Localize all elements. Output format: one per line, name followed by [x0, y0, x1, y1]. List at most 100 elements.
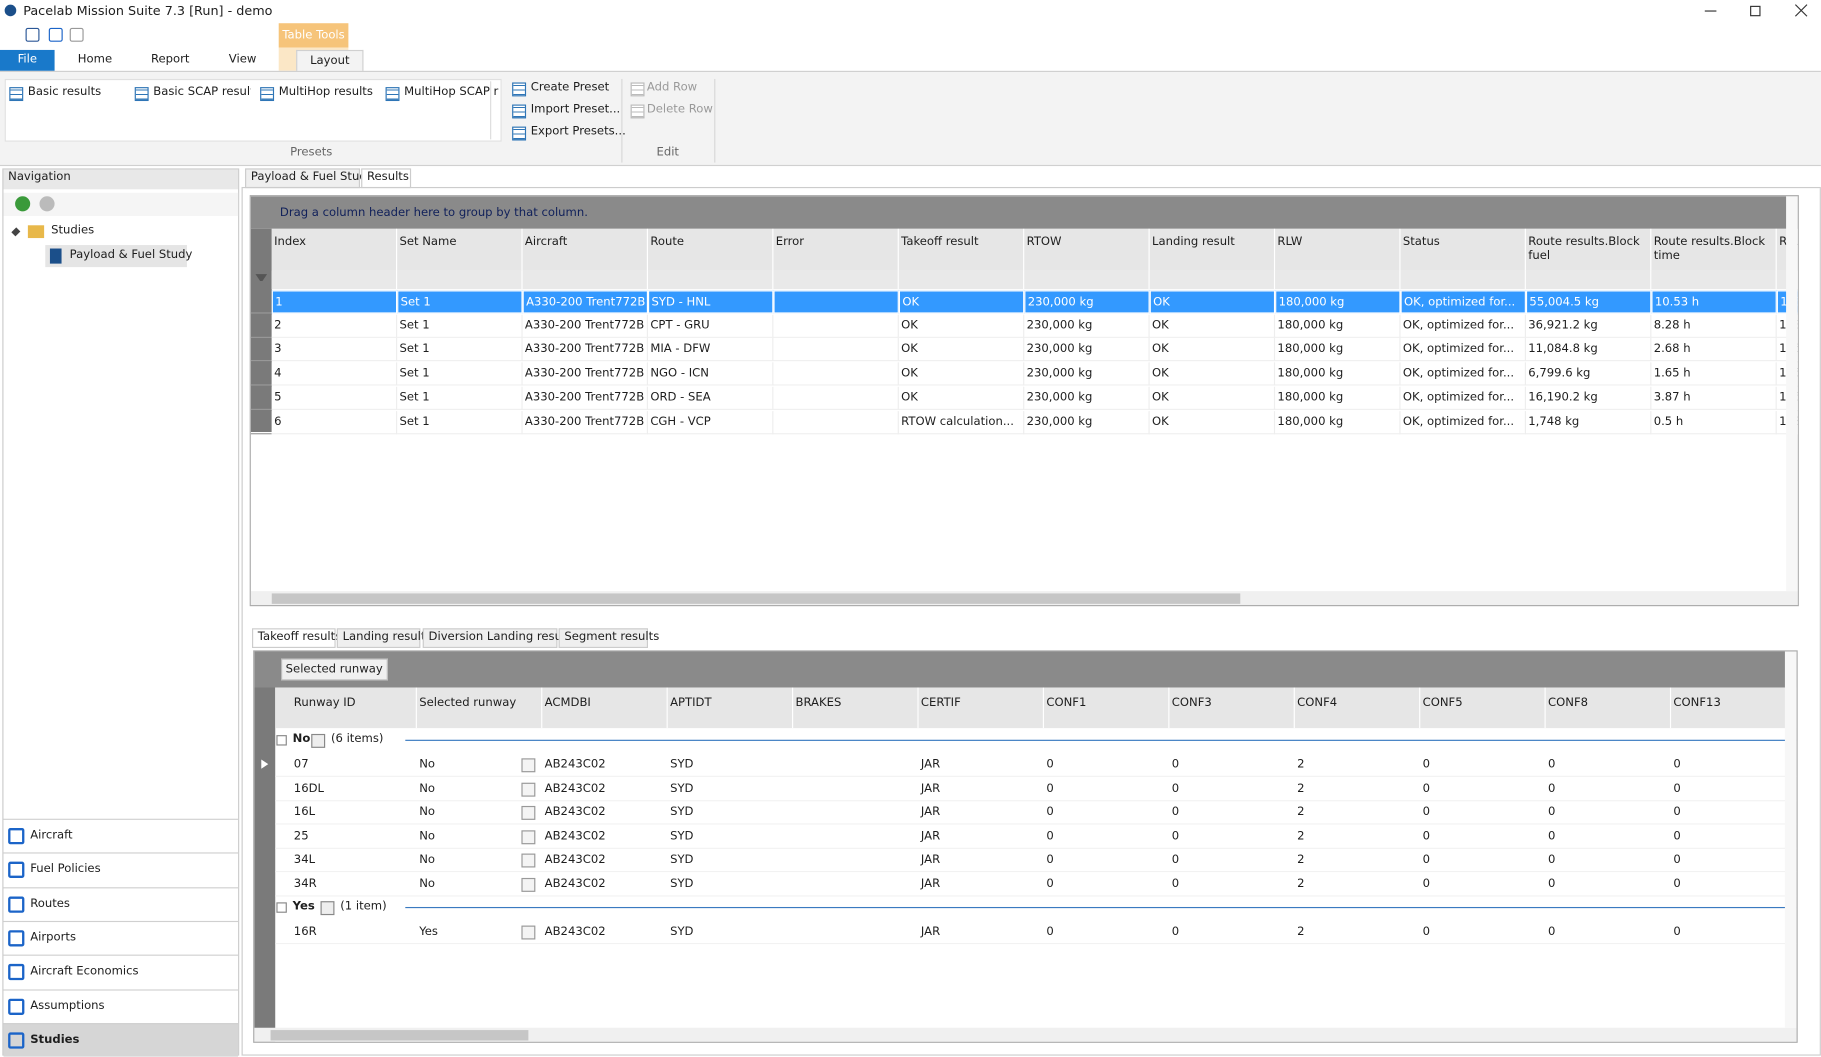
filter-icon[interactable]: [255, 274, 267, 283]
cell-dropdown[interactable]: [521, 878, 535, 892]
nav-section[interactable]: Airports: [3, 921, 238, 955]
column-header[interactable]: Index: [272, 229, 397, 271]
column-header[interactable]: Set Name: [397, 229, 522, 271]
column-header[interactable]: Route results.Block time: [1651, 229, 1776, 271]
preset-action[interactable]: Import Preset...: [531, 103, 621, 119]
column-header[interactable]: BRAKES: [793, 687, 918, 728]
document-tab[interactable]: Results: [361, 168, 411, 188]
nav-section[interactable]: Aircraft Economics: [3, 955, 238, 989]
preset-action[interactable]: Create Preset: [531, 81, 609, 97]
tree-item[interactable]: Payload & Fuel Study: [70, 249, 193, 265]
detail-tab[interactable]: Takeoff results: [252, 628, 336, 648]
vertical-scrollbar[interactable]: [1786, 196, 1799, 591]
preset-item[interactable]: MultiHop results: [279, 86, 377, 102]
filter-cell[interactable]: [648, 271, 773, 290]
group-expander[interactable]: [276, 735, 286, 745]
scroll-thumb[interactable]: [271, 1030, 529, 1040]
detail-tab[interactable]: Segment results: [559, 628, 648, 648]
filter-cell[interactable]: [1651, 271, 1776, 290]
filter-cell[interactable]: [1024, 271, 1149, 290]
result-row[interactable]: 2Set 1A330-200 Trent772BCPT - GRUOK230,0…: [272, 314, 1799, 337]
gallery-scroll[interactable]: [490, 81, 502, 139]
filter-cell[interactable]: [1150, 271, 1275, 290]
runway-row[interactable]: 16DLNoAB243C02SYDJAR002000: [275, 778, 1797, 801]
vertical-scrollbar[interactable]: [1785, 651, 1798, 1027]
ribbon-tab[interactable]: View: [229, 50, 257, 72]
filter-cell[interactable]: [773, 271, 898, 290]
runway-row[interactable]: 34LNoAB243C02SYDJAR002000: [275, 849, 1797, 872]
ribbon-tab[interactable]: Report: [151, 50, 190, 72]
tree-expander[interactable]: [11, 227, 21, 237]
result-row[interactable]: 3Set 1A330-200 Trent772BMIA - DFWOK230,0…: [272, 338, 1799, 361]
cell-dropdown[interactable]: [521, 830, 535, 844]
result-row[interactable]: 4Set 1A330-200 Trent772BNGO - ICNOK230,0…: [272, 362, 1799, 385]
column-header[interactable]: Status: [1401, 229, 1526, 271]
column-header[interactable]: Route results.Block fuel: [1526, 229, 1651, 271]
column-header[interactable]: ACMDBI: [542, 687, 667, 728]
filter-cell[interactable]: [523, 271, 648, 290]
nav-section[interactable]: Aircraft: [3, 819, 238, 853]
group-chip[interactable]: Selected runway: [281, 658, 388, 680]
preset-item[interactable]: Basic SCAP results: [153, 86, 251, 102]
edit-action[interactable]: Add Row: [647, 81, 697, 97]
scroll-thumb[interactable]: [272, 593, 1241, 603]
result-row[interactable]: 6Set 1A330-200 Trent772BCGH - VCPRTOW ca…: [272, 411, 1799, 434]
column-header[interactable]: Selected runway: [417, 687, 542, 728]
column-header[interactable]: Takeoff result: [899, 229, 1024, 271]
minimize-button[interactable]: [1705, 10, 1717, 11]
column-header[interactable]: CONF13: [1671, 687, 1796, 728]
filter-cell[interactable]: [397, 271, 522, 290]
forward-button[interactable]: [39, 196, 54, 211]
ribbon-tab[interactable]: Home: [78, 50, 112, 72]
runway-row[interactable]: 16LNoAB243C02SYDJAR002000: [275, 802, 1797, 825]
column-header[interactable]: APTIDT: [668, 687, 793, 728]
cell-dropdown[interactable]: [521, 758, 535, 772]
column-header[interactable]: CONF3: [1169, 687, 1294, 728]
runway-row[interactable]: 25NoAB243C02SYDJAR002000: [275, 825, 1797, 848]
filter-cell[interactable]: [1275, 271, 1400, 290]
column-header[interactable]: CONF1: [1044, 687, 1169, 728]
column-header[interactable]: Runway ID: [291, 687, 416, 728]
cell-dropdown[interactable]: [521, 782, 535, 796]
column-header[interactable]: Aircraft: [523, 229, 648, 271]
result-row[interactable]: 5Set 1A330-200 Trent772BORD - SEAOK230,0…: [272, 386, 1799, 409]
nav-section[interactable]: Fuel Policies: [3, 853, 238, 887]
detail-tab[interactable]: Landing results: [337, 628, 421, 648]
ribbon-tab[interactable]: File: [0, 50, 55, 72]
group-expander[interactable]: [276, 902, 286, 912]
close-button[interactable]: [1788, 0, 1814, 23]
group-dropdown[interactable]: [311, 734, 325, 748]
filter-cell[interactable]: [1526, 271, 1651, 290]
group-dropdown[interactable]: [321, 901, 335, 915]
column-header[interactable]: CONF4: [1295, 687, 1420, 728]
ribbon-tab[interactable]: Layout: [296, 50, 363, 72]
document-tab[interactable]: Payload & Fuel Study: [245, 168, 360, 188]
quick-access-button[interactable]: [49, 28, 63, 42]
column-header[interactable]: CERTIF: [919, 687, 1044, 728]
runway-row[interactable]: 07NoAB243C02SYDJAR002000: [275, 754, 1797, 777]
detail-tab[interactable]: Diversion Landing results: [423, 628, 558, 648]
preset-action[interactable]: Export Presets...: [531, 125, 626, 141]
quick-access-button[interactable]: [26, 28, 40, 42]
column-header[interactable]: Route: [648, 229, 773, 271]
column-header[interactable]: RTOW: [1024, 229, 1149, 271]
cell-dropdown[interactable]: [521, 806, 535, 820]
quick-access-button[interactable]: [70, 28, 84, 42]
runway-row[interactable]: 16RYesAB243C02SYDJAR002000: [275, 920, 1797, 943]
nav-section[interactable]: Studies: [3, 1023, 238, 1057]
runway-row[interactable]: 34RNoAB243C02SYDJAR002000: [275, 873, 1797, 896]
column-header[interactable]: Error: [773, 229, 898, 271]
filter-cell[interactable]: [272, 271, 397, 290]
column-header[interactable]: Landing result: [1150, 229, 1275, 271]
preset-item[interactable]: MultiHop SCAP r: [404, 86, 502, 102]
column-header[interactable]: CONF5: [1420, 687, 1545, 728]
edit-action[interactable]: Delete Row: [647, 103, 713, 119]
column-header[interactable]: CONF8: [1546, 687, 1671, 728]
filter-cell[interactable]: [1401, 271, 1526, 290]
back-button[interactable]: [15, 196, 30, 211]
nav-section[interactable]: Assumptions: [3, 989, 238, 1023]
result-row[interactable]: 1Set 1A330-200 Trent772BSYD - HNLOK230,0…: [272, 290, 1799, 313]
cell-dropdown[interactable]: [521, 925, 535, 939]
maximize-button[interactable]: [1750, 6, 1760, 16]
filter-cell[interactable]: [899, 271, 1024, 290]
